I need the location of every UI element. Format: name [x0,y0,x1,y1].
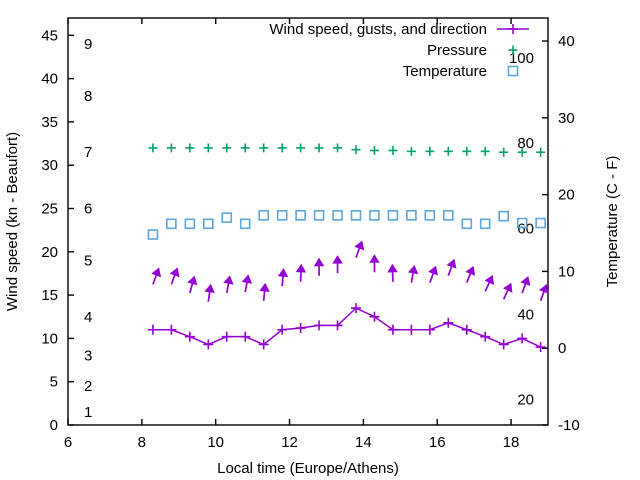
y-axis-left [68,34,74,426]
x-tick-label: 10 [207,434,224,451]
wind-direction-arrow [223,275,234,294]
wind-direction-arrow [538,283,549,302]
y-left-tick-label: 15 [41,287,58,304]
y-right-tick-label: 10 [558,263,575,280]
wind-direction-arrow [502,282,513,300]
fahrenheit-scale-label: 20 [517,392,534,409]
beaufort-scale-label: 4 [84,309,92,326]
wind-direction-arrow [151,267,162,285]
wind-direction-arrow [313,257,325,276]
x-tick-label: 16 [429,434,446,451]
y-left-tick-label: 10 [41,330,58,347]
y-right-tick-label: 40 [558,33,575,50]
series-wind-gusts [151,240,549,302]
wind-direction-arrow [354,240,365,258]
fahrenheit-scale-label: 80 [517,135,534,152]
beaufort-scale-label: 8 [84,88,92,105]
y-right-tick-label: 20 [558,187,575,204]
series-wind-speed [147,303,546,353]
y-axis-right-title: Temperature (C - F) [604,156,621,288]
x-axis-title: Local time (Europe/Athens) [217,460,399,477]
y-left-tick-label: 25 [41,201,58,218]
wind-direction-arrow [387,263,398,282]
y-right-tick-label: -10 [558,417,580,434]
series-pressure [148,143,546,157]
chart-legend [497,24,529,77]
x-tick-label: 12 [281,434,298,451]
beaufort-scale-label: 7 [84,144,92,161]
wind-direction-arrow [277,268,289,287]
y-left-tick-label: 45 [41,27,58,44]
wind-direction-arrow [204,283,215,302]
wind-direction-arrow [520,276,531,294]
wind-direction-arrow [446,258,457,277]
x-tick-label: 6 [64,434,72,451]
wind-direction-arrow [169,267,180,285]
y-left-tick-label: 40 [41,71,58,88]
beaufort-scale-label: 3 [84,348,92,365]
wind-direction-arrow [484,275,494,292]
fahrenheit-scale-label: 100 [509,50,534,67]
beaufort-scale-label: 2 [84,378,92,395]
y-left-tick-label: 30 [41,157,58,174]
y-axis-left-title: Wind speed (kn - Beaufort) [4,132,21,311]
wind-direction-arrow [187,275,198,294]
x-tick-label: 8 [138,434,146,451]
x-tick-label: 14 [355,434,372,451]
beaufort-scale-label: 9 [84,36,92,53]
plot-frame [67,17,549,426]
y-axis-right [542,40,548,426]
wind-direction-arrow [241,274,253,293]
beaufort-scale-label: 5 [84,252,92,269]
beaufort-scale-label: 6 [84,201,92,218]
legend-label-2: Pressure [427,42,487,59]
wind-direction-arrow [369,254,380,273]
y-left-tick-label: 20 [41,244,58,261]
wind-direction-arrow [407,264,419,283]
fahrenheit-scale-label: 40 [517,306,534,323]
y-left-tick-label: 35 [41,114,58,131]
legend-label-1: Wind speed, gusts, and direction [269,21,487,38]
y-right-tick-label: 30 [558,110,575,127]
wind-direction-arrow [332,255,343,274]
legend-label-3: Temperature [403,63,487,80]
y-left-tick-label: 0 [50,417,58,434]
beaufort-scale-label: 1 [84,404,92,421]
wind-direction-arrow [428,265,439,283]
y-right-tick-label: 0 [558,340,566,357]
x-axis [67,18,512,425]
wind-direction-arrow [465,266,476,283]
wind-direction-arrow [295,263,307,282]
x-tick-label: 18 [503,434,520,451]
series-temperature [147,210,546,240]
y-left-tick-label: 5 [50,374,58,391]
fahrenheit-scale-label: 60 [517,220,534,237]
wind-direction-arrow [259,282,270,301]
